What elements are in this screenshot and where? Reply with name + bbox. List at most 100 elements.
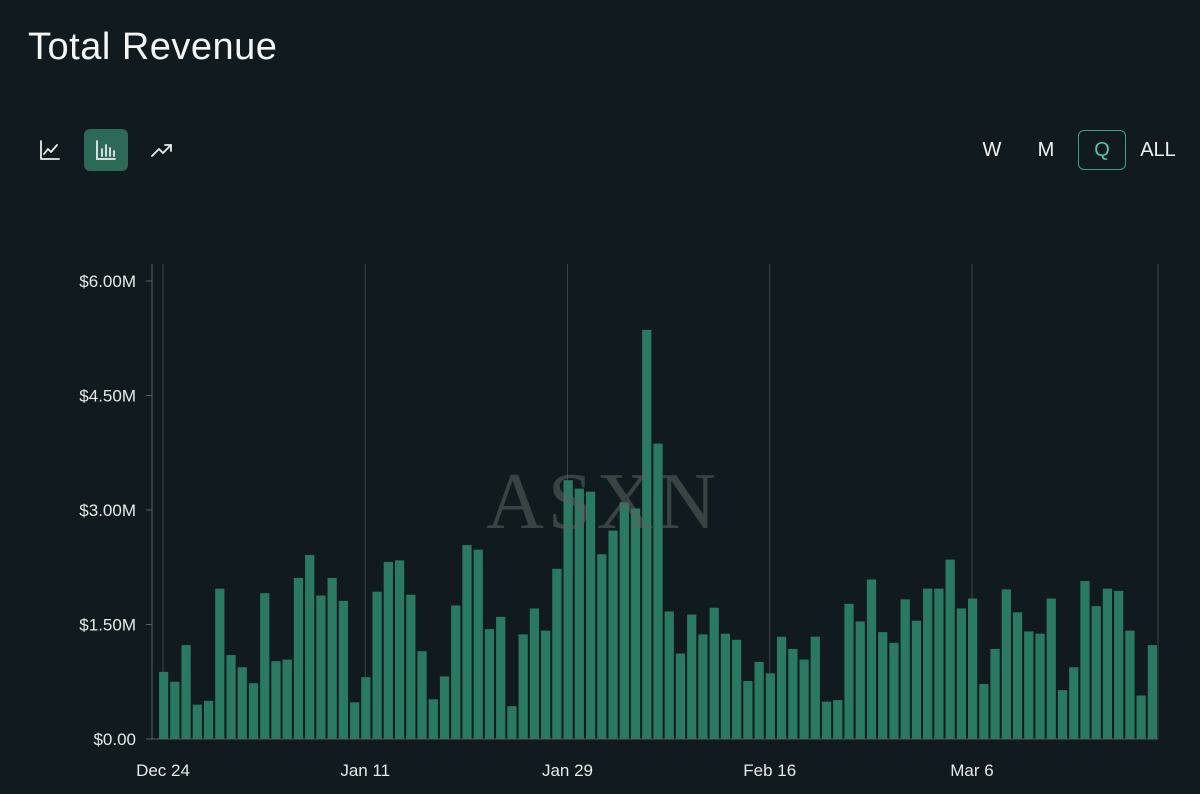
bar-2 <box>181 645 191 739</box>
line-chart-button[interactable] <box>28 129 72 171</box>
range-quarter-button[interactable]: Q <box>1078 130 1126 170</box>
range-month-button[interactable]: M <box>1037 138 1055 161</box>
bar-59 <box>821 701 832 739</box>
revenue-bar-chart: ASXN $0.00 $1.50M $3.00M $4.50M $6.00M Dec 24… <box>79 264 1159 780</box>
bar-55 <box>776 636 787 739</box>
bar-18 <box>361 677 371 739</box>
bar-79 <box>1046 598 1056 739</box>
bar-26 <box>451 605 461 739</box>
x-tick-label-4: Mar 6 <box>950 761 993 780</box>
bar-16 <box>338 600 349 739</box>
x-tick-label-0: Dec 24 <box>136 761 190 780</box>
bar-81 <box>1069 667 1079 739</box>
bar-11 <box>282 659 292 739</box>
bar-38 <box>585 491 596 739</box>
bar-51 <box>732 639 742 739</box>
trend-arrow-icon <box>151 144 172 157</box>
bar-49 <box>709 607 719 739</box>
bar-19 <box>372 591 382 739</box>
bar-68 <box>923 588 933 739</box>
bar-34 <box>541 630 551 739</box>
bar-40 <box>608 530 618 739</box>
page-title: Total Revenue <box>28 26 278 68</box>
bar-30 <box>496 616 506 739</box>
bar-50 <box>720 633 731 739</box>
x-tick-label-1: Jan 11 <box>340 761 390 780</box>
bar-27 <box>462 545 472 739</box>
bar-48 <box>698 634 708 739</box>
bar-84 <box>1102 588 1113 739</box>
bar-42 <box>630 508 641 739</box>
bar-86 <box>1125 630 1135 739</box>
bar-83 <box>1091 606 1101 739</box>
bar-87 <box>1136 695 1146 739</box>
bar-44 <box>653 443 663 739</box>
line-chart-icon <box>40 140 60 160</box>
bar-45 <box>664 611 674 739</box>
range-week-button[interactable]: W <box>982 138 1002 161</box>
bar-28 <box>473 549 483 739</box>
watermark: ASXN <box>486 458 720 546</box>
bar-41 <box>619 502 629 739</box>
bar-14 <box>316 595 326 739</box>
bar-71 <box>956 608 966 739</box>
bar-74 <box>990 648 1000 739</box>
bar-72 <box>967 598 978 739</box>
bar-13 <box>305 555 315 739</box>
bar-46 <box>675 653 686 739</box>
axis-layer: $0.00 $1.50M $3.00M $4.50M $6.00M Dec 24 Jan 1… <box>79 264 1158 780</box>
bar-23 <box>417 651 427 739</box>
x-tick-label-3: Feb 16 <box>743 761 796 780</box>
bar-52 <box>743 680 753 739</box>
bar-15 <box>327 577 337 739</box>
bar-53 <box>754 661 764 739</box>
bar-75 <box>1001 589 1011 739</box>
y-tick-label-4: $6.00M <box>79 272 136 291</box>
bar-32 <box>518 634 528 739</box>
bar-57 <box>799 659 809 739</box>
bar-4 <box>203 700 214 739</box>
bar-85 <box>1114 590 1124 739</box>
bar-chart-icon <box>96 140 116 160</box>
bar-9 <box>260 593 270 739</box>
bar-77 <box>1024 631 1034 739</box>
bar-78 <box>1035 633 1045 739</box>
bar-63 <box>866 579 877 739</box>
bar-chart-button[interactable] <box>84 129 128 171</box>
bar-8 <box>248 683 259 739</box>
bar-31 <box>507 706 517 739</box>
bar-66 <box>900 599 910 739</box>
bar-37 <box>574 488 584 739</box>
bar-61 <box>844 603 854 739</box>
bar-10 <box>271 661 281 739</box>
bar-80 <box>1057 690 1068 739</box>
bar-56 <box>788 648 798 739</box>
trend-chart-button[interactable] <box>140 129 184 171</box>
bar-64 <box>878 632 888 739</box>
bar-5 <box>215 588 225 739</box>
bar-76 <box>1012 612 1023 739</box>
bar-7 <box>237 667 247 739</box>
bar-33 <box>529 608 540 739</box>
bar-39 <box>597 554 607 739</box>
bar-47 <box>687 614 697 739</box>
bar-3 <box>192 704 202 739</box>
bar-0 <box>159 671 169 739</box>
x-tick-label-2: Jan 29 <box>542 761 593 780</box>
bar-69 <box>934 588 944 739</box>
bar-88 <box>1147 645 1157 739</box>
chart-type-toolbar <box>28 129 184 171</box>
bar-60 <box>833 700 843 739</box>
bar-25 <box>439 676 450 739</box>
bar-43 <box>642 329 652 739</box>
range-toolbar: W M Q ALL <box>970 130 1180 170</box>
bars-layer <box>159 329 1157 739</box>
bar-24 <box>428 699 438 739</box>
bar-65 <box>889 642 899 739</box>
range-all-button[interactable]: ALL <box>1140 138 1176 161</box>
bar-21 <box>394 560 405 739</box>
bar-6 <box>226 655 236 739</box>
bar-29 <box>484 629 495 739</box>
bar-70 <box>945 559 955 739</box>
bar-12 <box>293 577 304 739</box>
